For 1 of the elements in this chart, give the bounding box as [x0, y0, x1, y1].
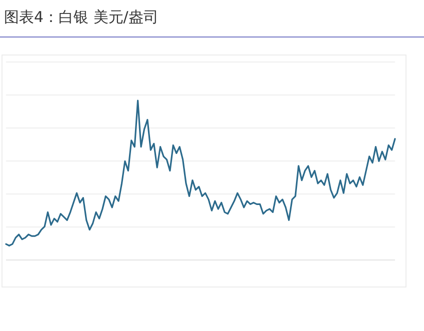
chart-title: 图表4：白银 美元/盎司 [4, 8, 158, 26]
